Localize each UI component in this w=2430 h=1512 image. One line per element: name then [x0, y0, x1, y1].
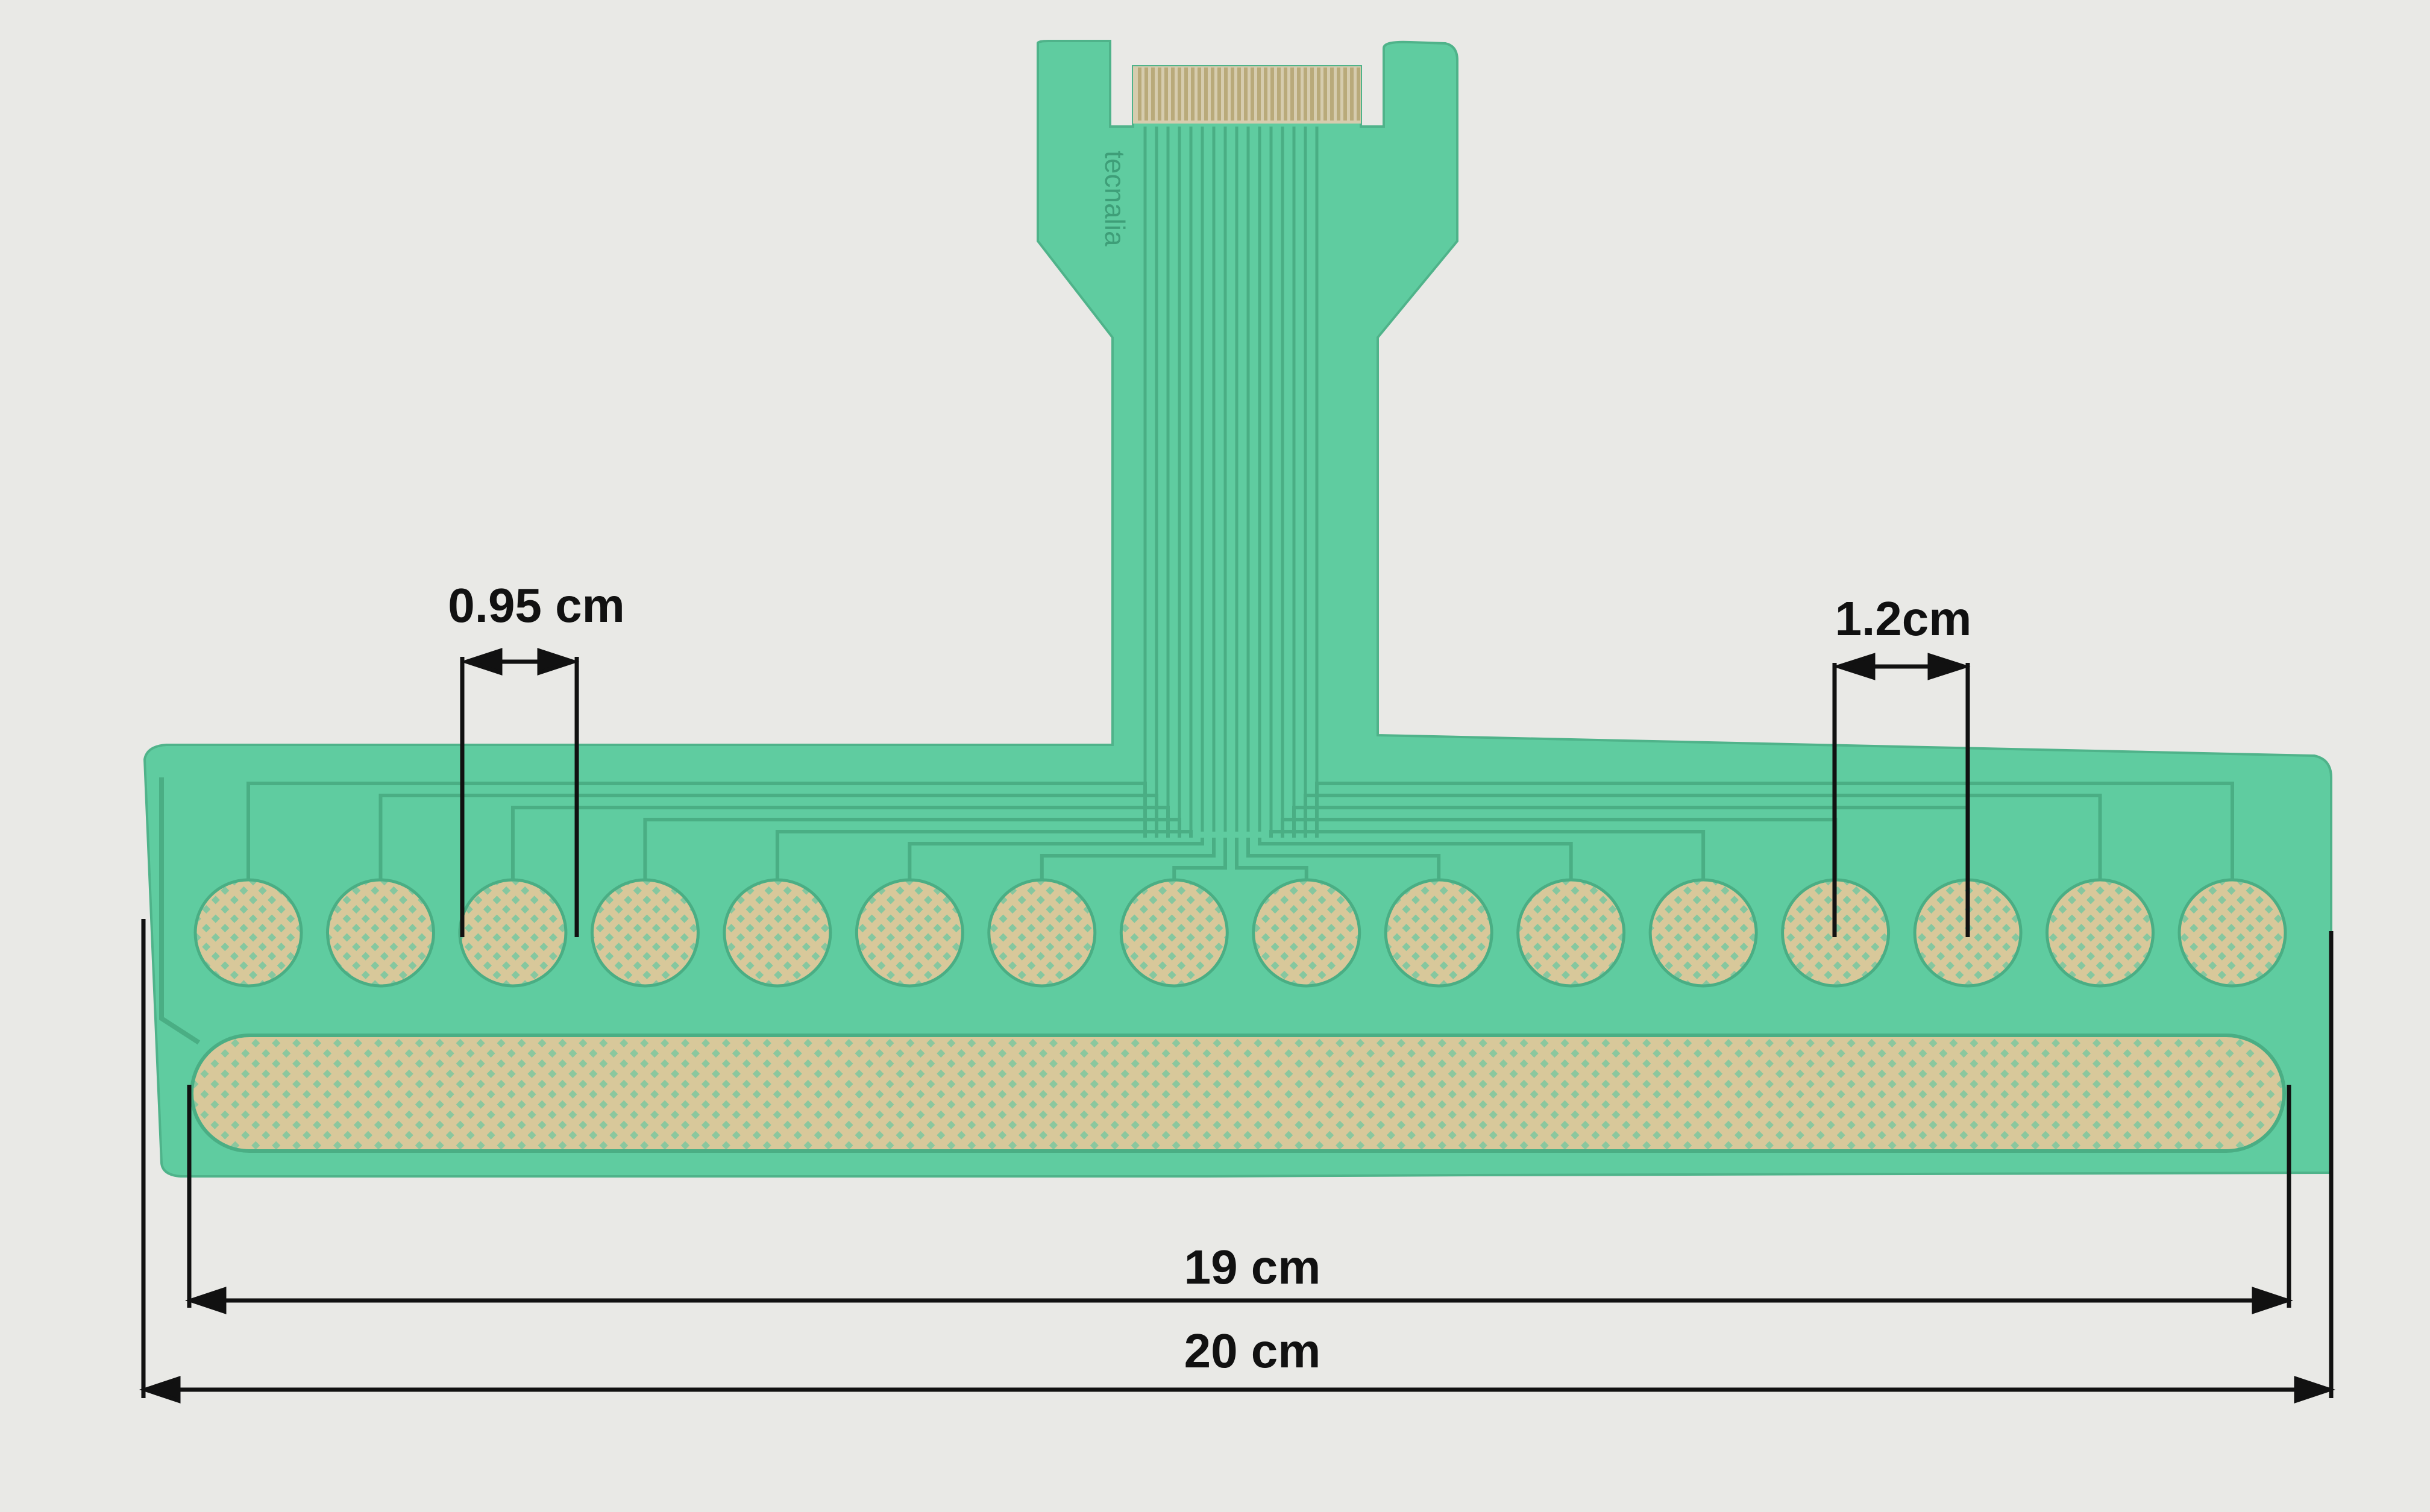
connector-finger — [1204, 67, 1208, 121]
connector-finger — [1323, 67, 1327, 121]
connector-finger — [1297, 67, 1301, 121]
pad-trace — [1040, 838, 1216, 880]
electrode-pads — [193, 878, 2287, 988]
arrowhead — [1832, 653, 1876, 680]
electrode-pad — [855, 878, 964, 988]
electrode-pad — [987, 878, 1097, 988]
pad-trace — [775, 830, 1193, 880]
pad-trace — [1235, 838, 1308, 880]
pad-trace — [1172, 838, 1227, 880]
pad-trace — [246, 782, 1147, 880]
electrode-pad — [1648, 878, 1758, 988]
svg-text:tecnalia: tecnalia — [1099, 151, 1131, 246]
ground-trace — [159, 777, 201, 1045]
connector-finger — [1211, 67, 1214, 121]
connector-finger — [1277, 67, 1281, 121]
connector-finger — [1224, 67, 1228, 121]
pad-trace — [1246, 838, 1441, 880]
connector-finger — [1310, 67, 1314, 121]
connector-finger — [1244, 67, 1248, 121]
connector-finger — [1217, 67, 1221, 121]
pad-trace — [1258, 838, 1573, 880]
neck-trace-bus — [1143, 127, 1319, 832]
connector-finger — [1257, 67, 1261, 121]
pad-diameter-label: 0.95 cm — [448, 579, 625, 632]
ground-length-label: 19 cm — [1184, 1240, 1321, 1294]
pad-trace — [643, 818, 1181, 880]
connector-finger — [1270, 67, 1274, 121]
arrowhead — [2252, 1287, 2294, 1314]
pad-trace — [1304, 794, 2102, 880]
electrode-pad — [325, 878, 435, 988]
connector-finger — [1237, 67, 1241, 121]
connector-finger — [1317, 67, 1320, 121]
dimension-annotations — [139, 648, 2336, 1404]
connector-finger — [1264, 67, 1267, 121]
connector-finger — [1284, 67, 1287, 121]
connector-finger — [1198, 67, 1201, 121]
pad-trace — [1269, 830, 1706, 880]
connector-finger — [1178, 67, 1181, 121]
pad-pitch-label: 1.2cm — [1835, 592, 1972, 645]
arrowhead — [1927, 653, 1971, 680]
branch-traces — [246, 782, 2234, 880]
connector-finger — [1151, 67, 1155, 121]
connector-finger — [1191, 67, 1195, 121]
connector-finger — [1343, 67, 1347, 121]
connector-finger — [1184, 67, 1188, 121]
arrowhead — [184, 1287, 227, 1314]
board-length-label: 20 cm — [1184, 1324, 1321, 1378]
connector-finger — [1171, 67, 1175, 121]
arrowhead — [537, 648, 580, 676]
electrode-pad — [1384, 878, 1493, 988]
connector-finger — [1144, 67, 1148, 121]
connector-finger — [1304, 67, 1307, 121]
electrode-pad — [2177, 878, 2287, 988]
connector-finger — [1164, 67, 1168, 121]
connector-finger — [1330, 67, 1334, 121]
connector-finger — [1138, 67, 1141, 121]
connector-finger — [1357, 67, 1360, 121]
pad-trace — [510, 806, 1170, 880]
connector-finger — [1231, 67, 1234, 121]
pad-trace — [1315, 782, 2234, 880]
electrode-pad — [1119, 878, 1229, 988]
electrode-pad — [1252, 878, 1361, 988]
electrode-pad — [1516, 878, 1626, 988]
ground-electrode — [190, 1034, 2286, 1153]
arrowhead — [460, 648, 503, 676]
electrode-pad — [2045, 878, 2155, 988]
connector-finger — [1251, 67, 1254, 121]
electrode-pad — [590, 878, 700, 988]
electrode-pad — [723, 878, 832, 988]
arrowhead — [139, 1376, 181, 1404]
connector-finger — [1158, 67, 1161, 121]
brand-logo: tecnalia — [1099, 151, 1131, 246]
connector-finger — [1350, 67, 1354, 121]
connector-fingers — [1138, 67, 1360, 121]
connector-finger — [1290, 67, 1294, 121]
arrowhead — [2294, 1376, 2336, 1404]
pad-trace — [378, 794, 1158, 880]
connector-finger — [1337, 67, 1340, 121]
pad-trace — [908, 838, 1204, 880]
electrode-pad — [458, 878, 568, 988]
electrode-pad — [193, 878, 303, 988]
